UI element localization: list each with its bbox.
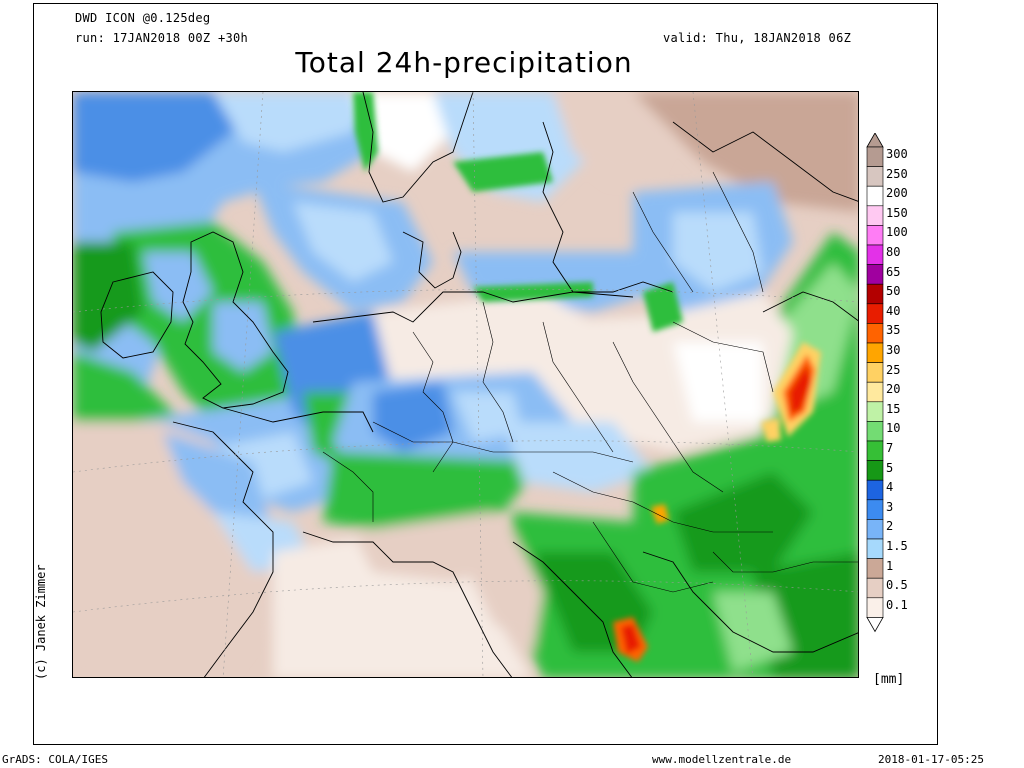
legend-tick-label: 1 (886, 558, 894, 573)
legend-tick-label: 25 (886, 362, 901, 377)
legend-swatch (866, 244, 884, 265)
legend-swatch (866, 303, 884, 324)
legend-tick-label: 80 (886, 245, 901, 259)
legend-tick-label: 20 (886, 382, 901, 397)
map-graphic (73, 92, 858, 677)
legend-tick-label: 50 (886, 284, 901, 299)
legend-swatch (866, 577, 884, 599)
legend-swatch (866, 323, 884, 344)
legend-tick-label: 15 (886, 401, 901, 416)
legend-swatch (866, 499, 884, 520)
run-label: run: 17JAN2018 00Z +30h (75, 31, 249, 45)
legend-swatch (866, 342, 884, 363)
legend-swatch (866, 538, 884, 559)
graticule (73, 92, 858, 677)
legend-tick-label: 10 (886, 421, 901, 436)
legend-swatch (866, 460, 884, 481)
legend-tick-label: 5 (886, 460, 894, 475)
legend-swatch (866, 264, 884, 285)
legend-tick-label: 200 (886, 186, 908, 201)
legend-tick-label: 100 (886, 225, 908, 240)
legend-tick-label: 150 (886, 205, 908, 220)
legend-tick-label: 300 (886, 147, 908, 161)
footer-software: GrADS: COLA/IGES (2, 753, 108, 766)
legend-tick-label: 4 (886, 480, 894, 495)
legend-tick-label: 30 (886, 343, 901, 357)
legend-swatch (866, 283, 884, 305)
legend-top-arrow (866, 133, 884, 148)
legend-swatch (866, 205, 884, 226)
legend-swatch (866, 479, 884, 501)
legend-tick-label: 0.5 (886, 578, 908, 593)
legend-swatch (866, 185, 884, 207)
legend-swatch (866, 225, 884, 246)
legend-swatch (866, 381, 884, 403)
legend-swatch (866, 166, 884, 187)
legend-swatch (866, 421, 884, 442)
legend-swatch (866, 146, 884, 167)
footer-website: www.modellzentrale.de (652, 753, 792, 766)
legend-swatch (866, 401, 884, 422)
precipitation-map (72, 91, 859, 678)
country-borders (322, 171, 858, 593)
legend-swatch (866, 519, 884, 540)
coastlines (100, 92, 858, 677)
legend-tick-label: 3 (886, 499, 894, 514)
legend-swatch (866, 362, 884, 383)
footer-timestamp: 2018-01-17-05:25 (878, 753, 984, 766)
legend-tick-label: 7 (886, 441, 894, 455)
legend-tick-label: 250 (886, 166, 908, 181)
color-legend (866, 133, 986, 633)
valid-label: valid: Thu, 18JAN2018 06Z (663, 31, 852, 45)
legend-bottom-arrow (866, 617, 884, 633)
legend-swatch (866, 597, 884, 618)
legend-tick-label: 0.1 (886, 597, 908, 612)
legend-unit: [mm] (873, 672, 905, 687)
plot-frame (33, 3, 938, 745)
legend-tick-label: 65 (886, 264, 901, 279)
author-credit: (c) Janek Zimmer (34, 564, 48, 680)
legend-bar (866, 133, 884, 633)
legend-tick-label: 40 (886, 303, 901, 318)
legend-tick-label: 1.5 (886, 539, 908, 553)
legend-swatch (866, 440, 884, 461)
legend-swatch (866, 558, 884, 579)
page-title: Total 24h-precipitation (295, 46, 633, 79)
legend-tick-label: 35 (886, 323, 901, 338)
model-label: DWD ICON @0.125deg (75, 11, 211, 25)
legend-tick-label: 2 (886, 519, 894, 534)
